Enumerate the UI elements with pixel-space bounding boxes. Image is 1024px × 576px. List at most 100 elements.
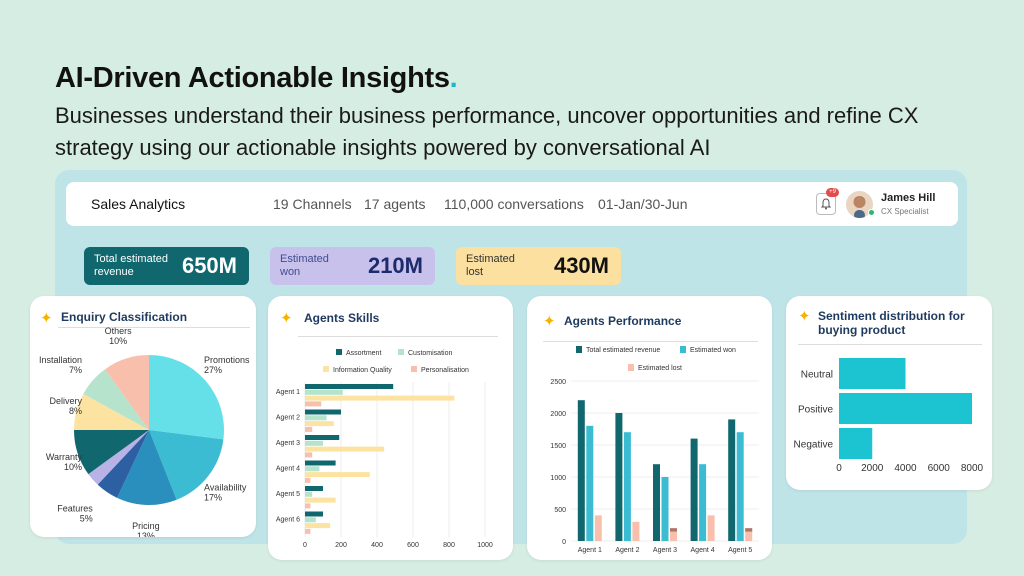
agents-skills-card: ✦ Agents Skills Assortment Customisation I…: [268, 296, 513, 560]
legend-swatch-information-quality: [323, 366, 329, 372]
x-tick-label: Agent 3: [653, 547, 677, 554]
bar-personalisation: [305, 401, 322, 407]
x-tick-label: Agent 4: [691, 547, 715, 554]
pie-label-delivery: Delivery: [49, 396, 82, 406]
pie-label-availability: Availability: [204, 482, 247, 492]
bar-customisation: [305, 517, 316, 523]
bar-estimated-lost: [594, 515, 602, 541]
kpi-label: Estimated won: [280, 253, 329, 278]
date-range[interactable]: 01-Jan/30-Jun: [598, 196, 688, 212]
agents-performance-card: ✦ Agents Performance Total estimated rev…: [527, 296, 772, 560]
x-tick-label: 1000: [477, 542, 493, 549]
bar-personalisation: [305, 503, 311, 509]
bar-customisation: [305, 415, 327, 421]
bar-estimated-lost: [707, 515, 715, 541]
bar-estimated-won: [586, 425, 594, 541]
pie-slice-pricing: [117, 430, 177, 505]
pie-slice-warranty: [74, 430, 149, 475]
y-tick-label: 1000: [550, 475, 566, 482]
enquiry-classification-card: ✦ Enquiry Classification Promotions 27% Av…: [30, 296, 256, 537]
bar-assortment: [305, 486, 323, 491]
legend-swatch-customisation: [398, 349, 404, 355]
bar-assortment: [305, 511, 323, 517]
pie-slice-features: [97, 430, 149, 498]
bar-total-estimated-revenue: [728, 419, 736, 541]
pie-value-delivery: 8%: [69, 406, 82, 416]
y-tick-label: 2500: [550, 379, 566, 386]
pie-slice-installation: [83, 369, 149, 430]
legend-label-estimated-won: Estimated won: [690, 347, 736, 354]
divider: [298, 336, 498, 337]
bar-information-quality: [305, 421, 334, 427]
bar-estimated-lost: [670, 528, 677, 541]
x-tick-label: 4000: [894, 463, 917, 474]
sparkle-icon: ✦: [543, 313, 556, 330]
bar-neutral: [839, 358, 906, 389]
bar-customisation: [305, 466, 320, 472]
agents-skills-chart: Assortment Customisation Information Quali…: [276, 349, 493, 549]
y-tick-label: Agent 1: [276, 389, 300, 396]
card-title: Agents Skills: [304, 311, 380, 325]
pie-value-others: 10%: [109, 336, 127, 346]
pie-label-others: Others: [105, 326, 133, 336]
legend-label-total-estimated-revenue: Total estimated revenue: [586, 347, 660, 354]
kpi-estimated-won: Estimated won 210M: [270, 247, 435, 285]
bar-negative: [839, 428, 873, 459]
kpi-label: Total estimated revenue: [94, 253, 168, 278]
bar-information-quality: [305, 523, 331, 529]
bar-total-estimated-revenue: [653, 464, 660, 541]
divider: [58, 327, 250, 328]
pie-label-warranty: Warranty: [46, 452, 83, 462]
x-tick-label: 6000: [928, 463, 951, 474]
kpi-estimated-lost: Estimated lost 430M: [456, 247, 621, 285]
x-tick-label: 400: [371, 542, 383, 549]
y-tick-label: 500: [554, 507, 566, 514]
bar-personalisation: [305, 452, 313, 458]
pie-value-pricing: 13%: [137, 531, 155, 537]
bar-assortment: [305, 384, 394, 389]
card-title: Enquiry Classification: [61, 310, 188, 324]
x-tick-label: 200: [335, 542, 347, 549]
y-tick-label: 0: [562, 539, 566, 546]
pie-label-installation: Installation: [39, 355, 82, 365]
bar-assortment: [305, 435, 340, 440]
legend-label-assortment: Assortment: [346, 350, 381, 357]
pie-slice-promotions: [149, 355, 224, 440]
notification-badge: +9: [826, 188, 839, 197]
bar-estimated-won: [736, 432, 744, 541]
bar-information-quality: [305, 395, 455, 401]
pie-slice-others: [104, 355, 149, 430]
bar-personalisation: [305, 528, 311, 534]
kpi-total-revenue: Total estimated revenue 650M: [84, 247, 249, 285]
user-role: CX Specialist: [881, 207, 929, 216]
pie-value-warranty: 10%: [64, 462, 82, 472]
pie-label-features: Features: [57, 504, 93, 514]
kpi-value: 430M: [553, 253, 609, 278]
bar-estimated-won: [661, 477, 669, 541]
user-name: James Hill: [881, 192, 936, 204]
bar-assortment: [305, 460, 336, 466]
x-tick-label: 2000: [861, 463, 884, 474]
bar-information-quality: [305, 446, 385, 452]
sentiment-card: ✦ Sentiment distribution for buying prod…: [786, 296, 992, 490]
x-tick-label: Agent 5: [728, 547, 752, 554]
y-tick-label: Agent 5: [276, 491, 300, 498]
hero-title: AI-Driven Actionable Insights.: [55, 62, 458, 94]
sentiment-chart: Neutral Positive Negative 0 2000 4000 6000 8000: [794, 358, 984, 474]
bar-customisation: [305, 389, 343, 395]
bar-overlay: [745, 528, 753, 532]
kpi-value: 650M: [181, 253, 237, 278]
legend-swatch-personalisation: [411, 366, 417, 372]
legend-label-information-quality: Information Quality: [333, 367, 392, 374]
pie-value-availability: 17%: [204, 492, 222, 502]
x-tick-label: 0: [303, 542, 307, 549]
card-title: Agents Performance: [564, 314, 682, 328]
y-tick-label: 2000: [550, 411, 566, 418]
channels-stat: 19 Channels: [273, 196, 352, 212]
bar-customisation: [305, 440, 323, 446]
bar-total-estimated-revenue: [615, 413, 623, 541]
title-dot: .: [449, 62, 458, 94]
pie-slice-availability: [149, 430, 224, 500]
card-title: Sentiment distribution for buying produc…: [818, 309, 965, 337]
